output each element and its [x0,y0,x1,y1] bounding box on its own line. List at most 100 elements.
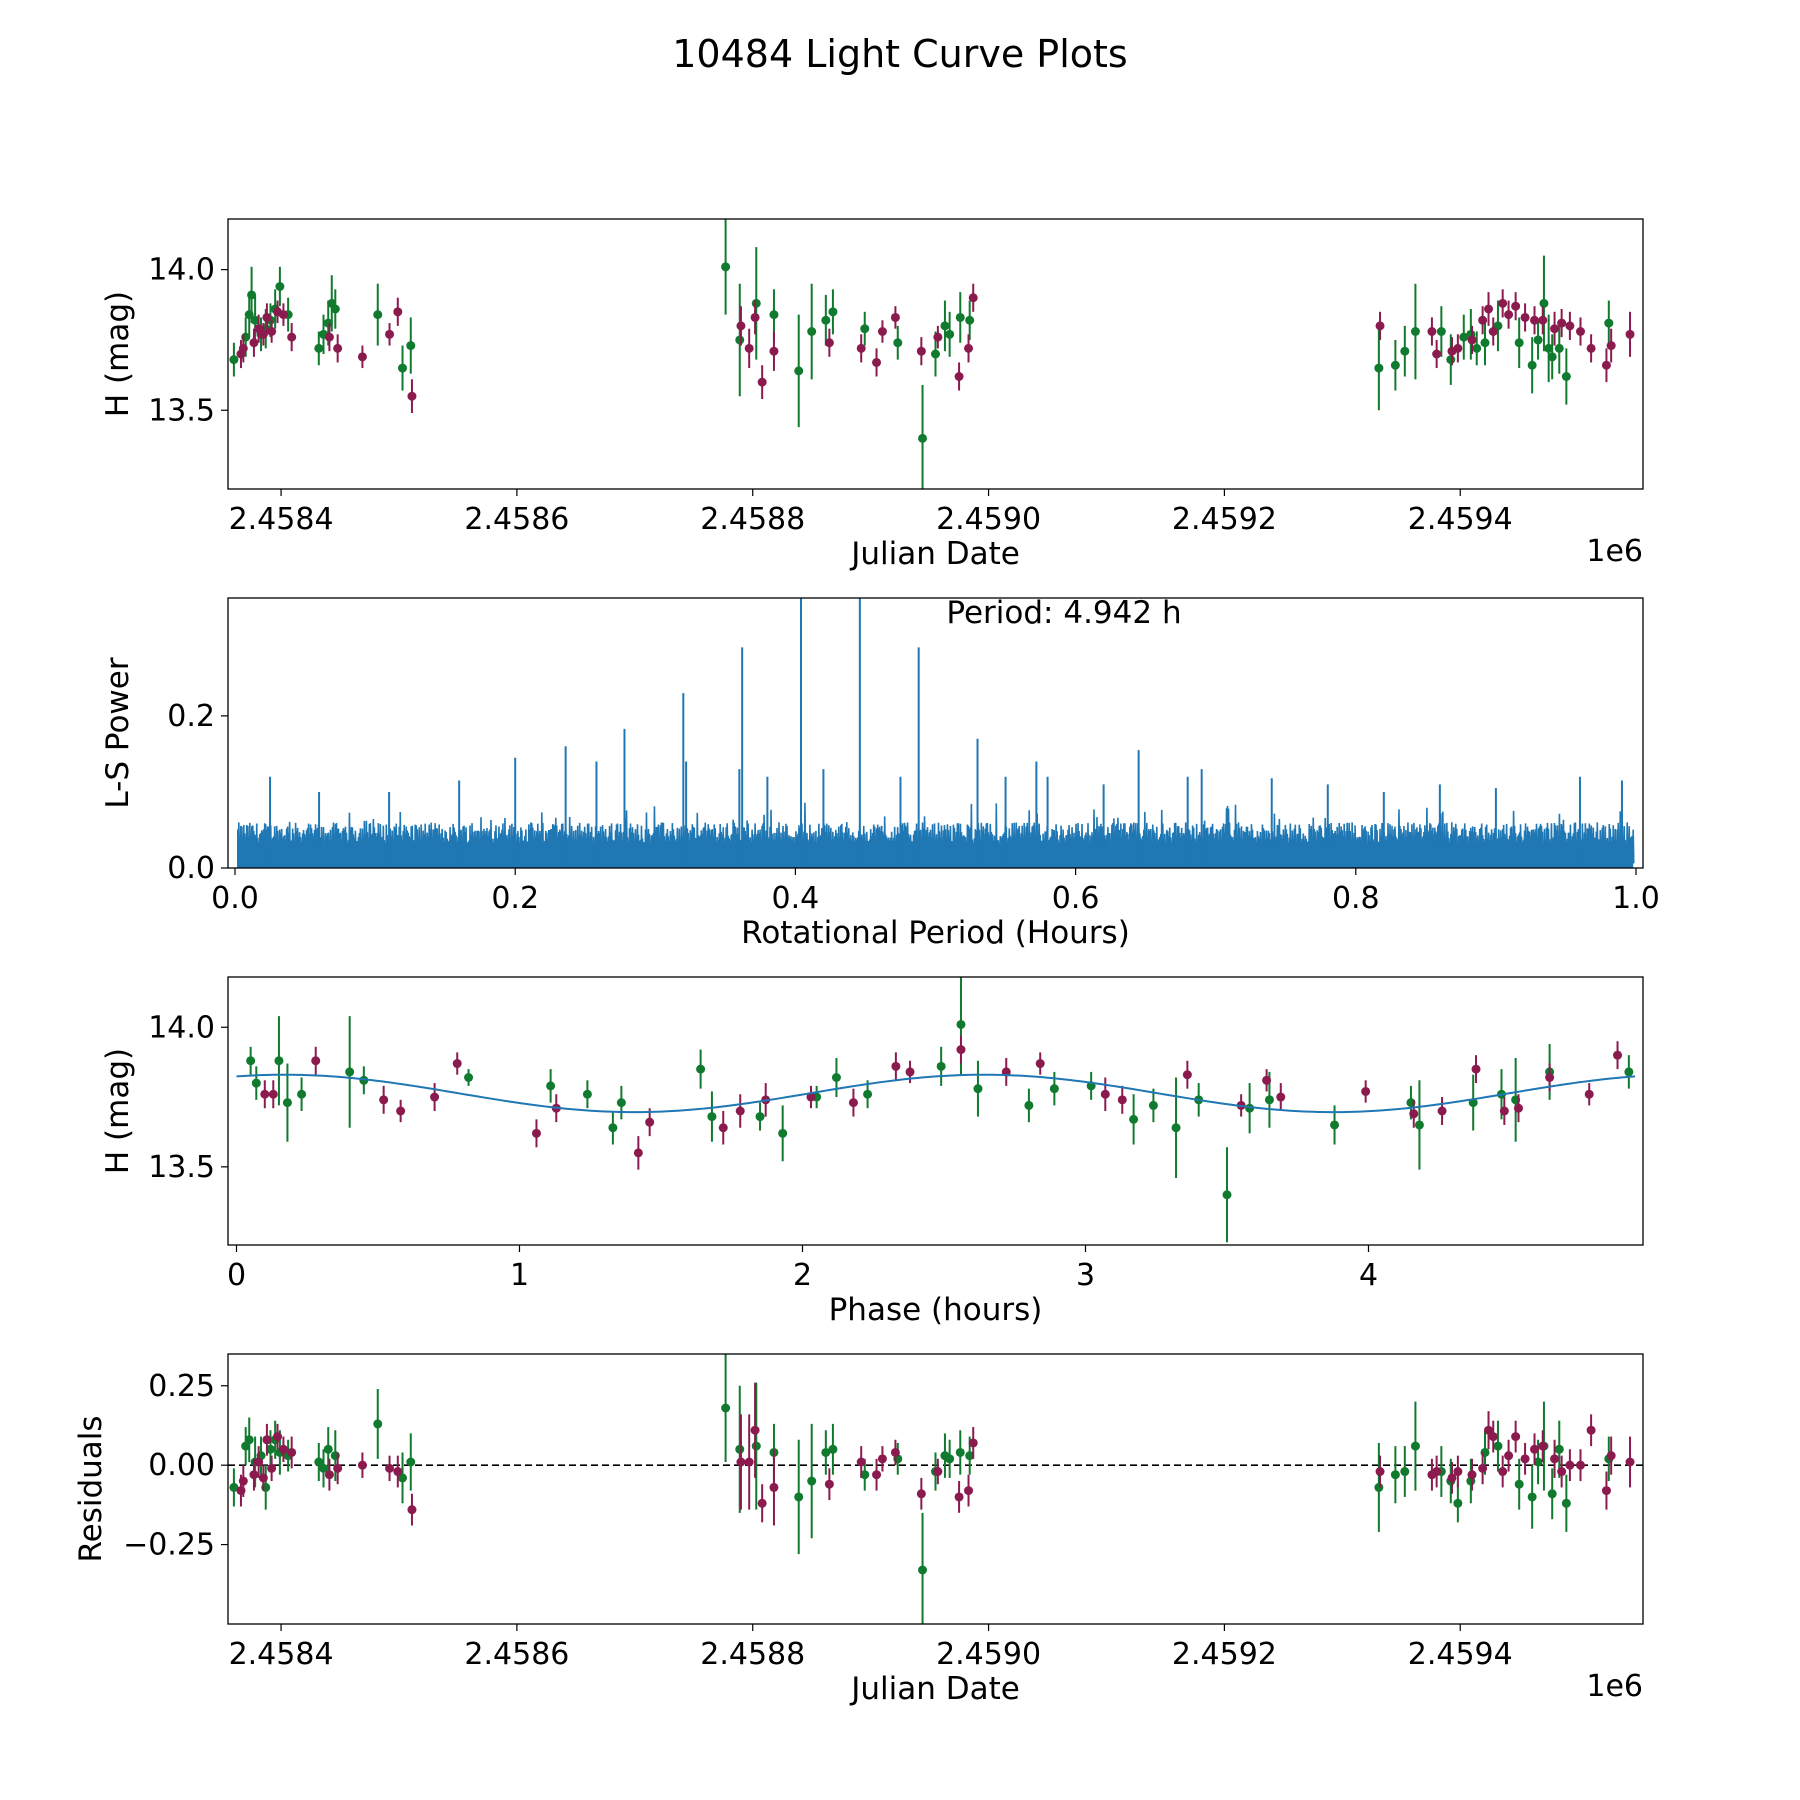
data-point-green [1554,1444,1564,1454]
data-point-maroon [718,1123,728,1133]
data-point-green [282,1098,292,1108]
data-point-maroon [262,312,272,322]
data-point-green [373,1419,383,1429]
data-point-green [751,1441,761,1451]
x-tick-label: 2.4594 [1408,502,1513,537]
data-point-maroon [1538,1441,1548,1451]
data-point-maroon [1447,1473,1457,1483]
data-point-green [751,298,761,308]
ls-power-line [237,802,1635,868]
data-point-maroon [1499,1106,1509,1116]
data-point-green [945,329,955,339]
data-point-green [229,1482,239,1492]
x-tick-label: 2 [793,1258,812,1293]
data-point-maroon [1520,312,1530,322]
periodogram-layer [237,598,1635,868]
data-point-green [1390,1470,1400,1480]
data-point-green [1264,1095,1274,1105]
data-point-maroon [769,1482,779,1492]
data-point-maroon [262,1435,272,1445]
data-point-maroon [1432,1467,1442,1477]
data-point-maroon [744,343,754,353]
y-axis-label: Residuals [73,1415,109,1562]
data-point-maroon [824,338,834,348]
data-point-maroon [736,321,746,331]
data-point-green [275,282,285,291]
data-point-green [1604,318,1614,328]
data-point-green [1561,1498,1571,1508]
x-tick-label: 2.4584 [229,1637,334,1672]
data-point-maroon [1409,1109,1419,1119]
x-tick-label: 4 [1359,1258,1378,1293]
x-offset-text: 1e6 [1586,534,1643,569]
data-point-maroon [249,338,259,348]
data-point-green [1446,355,1456,365]
y-tick-label: 0.2 [167,699,215,734]
data-point-green [1527,1492,1537,1502]
data-point-green [251,1078,261,1088]
data-point-green [373,310,383,320]
data-point-green [229,355,239,365]
data-point-maroon [1601,1486,1611,1496]
data-point-maroon [333,1463,343,1473]
data-point-green [608,1123,618,1133]
data-point-green [1400,346,1410,356]
data-point-maroon [1538,315,1548,325]
data-point-green [769,310,779,320]
data-point-maroon [890,312,900,322]
data-point-maroon [287,1447,297,1457]
data-point-green [860,1470,870,1480]
data-point-maroon [1511,301,1521,311]
data-point-maroon [311,1056,321,1066]
x-tick-label: 2.4588 [700,1637,805,1672]
data-point-maroon [1498,298,1508,308]
data-point-green [265,1444,275,1454]
x-tick-label: 0.8 [1332,881,1380,916]
data-point-green [1410,327,1420,336]
data-point-green [1222,1190,1232,1200]
data-point-green [945,1454,955,1464]
data-point-maroon [1586,343,1596,353]
data-point-green [345,1067,355,1077]
x-axis-label: Julian Date [849,536,1020,572]
data-point-maroon [287,332,297,342]
data-point-maroon [1513,1103,1523,1113]
data-point-maroon [1375,321,1385,331]
data-point-green [778,1128,788,1138]
data-point-maroon [1504,310,1514,320]
data-point-maroon [890,1447,900,1457]
model-fit-curve [236,1073,1636,1114]
data-point-green [936,1061,946,1071]
x-tick-label: 2.4586 [464,1637,569,1672]
data-point-maroon [1601,360,1611,370]
data-point-maroon [393,1467,403,1477]
data-point-maroon [324,332,334,342]
y-tick-label: 14.0 [148,253,215,288]
data-point-maroon [1453,1467,1463,1477]
data-point-green [1049,1084,1059,1094]
data-point-maroon [1437,1106,1447,1116]
data-point-maroon [393,307,403,317]
data-point-maroon [357,1460,367,1470]
data-point-green [250,315,260,325]
data-point-green [965,315,975,325]
light-curve-time-panel: 2.4584 2.4586 2.4588 2.4590 2.4592 2.4594 13.5… [100,218,1644,572]
phase-folded-panel: 0 1 2 3 4 13.5 14.0 Phase (hours) H (mag) [100,976,1644,1328]
data-point-maroon [1478,1463,1488,1473]
data-point-maroon [916,1489,926,1499]
data-point-green [398,1473,408,1483]
data-point-maroon [933,332,943,342]
data-point-green [1374,363,1384,373]
data-point-green [582,1089,592,1099]
data-point-maroon [430,1092,440,1102]
data-point-maroon [357,352,367,362]
data-point-green [828,307,838,317]
y-axis-label: H (mag) [100,1048,136,1174]
data-point-maroon [1276,1092,1286,1102]
y-tick-label: −0.25 [123,1528,215,1563]
data-point-green [616,1098,626,1108]
data-point-maroon [933,1467,943,1477]
x-axis-label: Phase (hours) [829,1292,1043,1328]
data-point-green [931,349,940,359]
figure-title: 10484 Light Curve Plots [672,32,1127,76]
